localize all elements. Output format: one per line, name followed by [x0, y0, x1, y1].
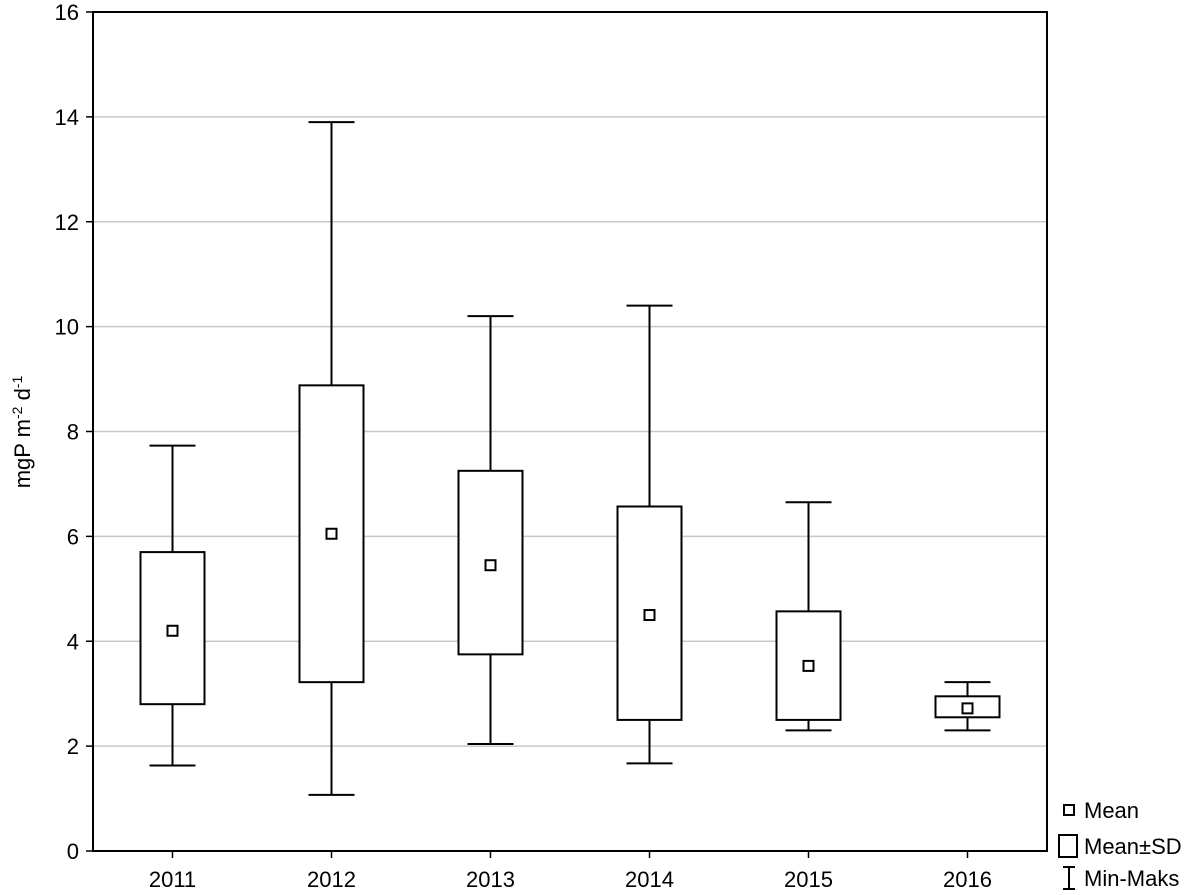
y-tick-label: 0: [67, 839, 79, 864]
y-tick-label: 16: [55, 0, 79, 25]
mean-marker: [802, 659, 815, 672]
box-2014: [616, 304, 683, 765]
y-axis-title: mgP m-2 d-1: [9, 376, 35, 489]
y-tick-label: 2: [67, 734, 79, 759]
mean-marker: [484, 559, 497, 572]
box-2013: [457, 315, 524, 746]
legend-mean-symbol: [1063, 804, 1075, 816]
box-2011: [139, 444, 206, 767]
y-tick-label: 12: [55, 210, 79, 235]
legend-label: Min-Maks: [1084, 866, 1179, 891]
mean-marker: [961, 702, 974, 715]
legend-label: Mean±SD: [1084, 834, 1182, 859]
mean-marker: [166, 624, 179, 637]
y-tick-label: 14: [55, 105, 79, 130]
box-series: [139, 121, 1001, 796]
y-axis-title-base: mgP m: [10, 419, 35, 488]
box-2012: [298, 121, 365, 796]
grid-lines: [93, 116, 1047, 747]
box-2015: [775, 501, 842, 732]
legend-box-symbol: [1058, 834, 1078, 858]
mean-marker: [325, 527, 338, 540]
legend-label: Mean: [1084, 798, 1139, 823]
y-tick-label: 4: [67, 629, 79, 654]
x-tick-label: 2011: [149, 867, 196, 892]
x-tick-label: 2012: [307, 867, 356, 892]
x-tick-label: 2014: [625, 867, 674, 892]
mean-marker: [643, 609, 656, 622]
legend: Mean Mean±SD Min-Maks: [1058, 798, 1182, 891]
box-2016: [934, 681, 1001, 732]
sd-box: [775, 610, 842, 721]
y-axis-title-mid: d: [10, 388, 35, 406]
y-axis: 0 2 4 6 8 10 12 14 16: [55, 0, 93, 864]
y-tick-label: 10: [55, 315, 79, 340]
y-axis-title-sup1: -2: [9, 406, 25, 419]
x-tick-label: 2016: [943, 867, 992, 892]
y-tick-label: 6: [67, 524, 79, 549]
x-tick-label: 2013: [466, 867, 515, 892]
x-axis: 2011 2012 2013 2014 2015 2016: [149, 851, 992, 892]
x-tick-label: 2015: [784, 867, 833, 892]
y-axis-title-sup2: -1: [9, 376, 25, 389]
y-tick-label: 8: [67, 420, 79, 445]
